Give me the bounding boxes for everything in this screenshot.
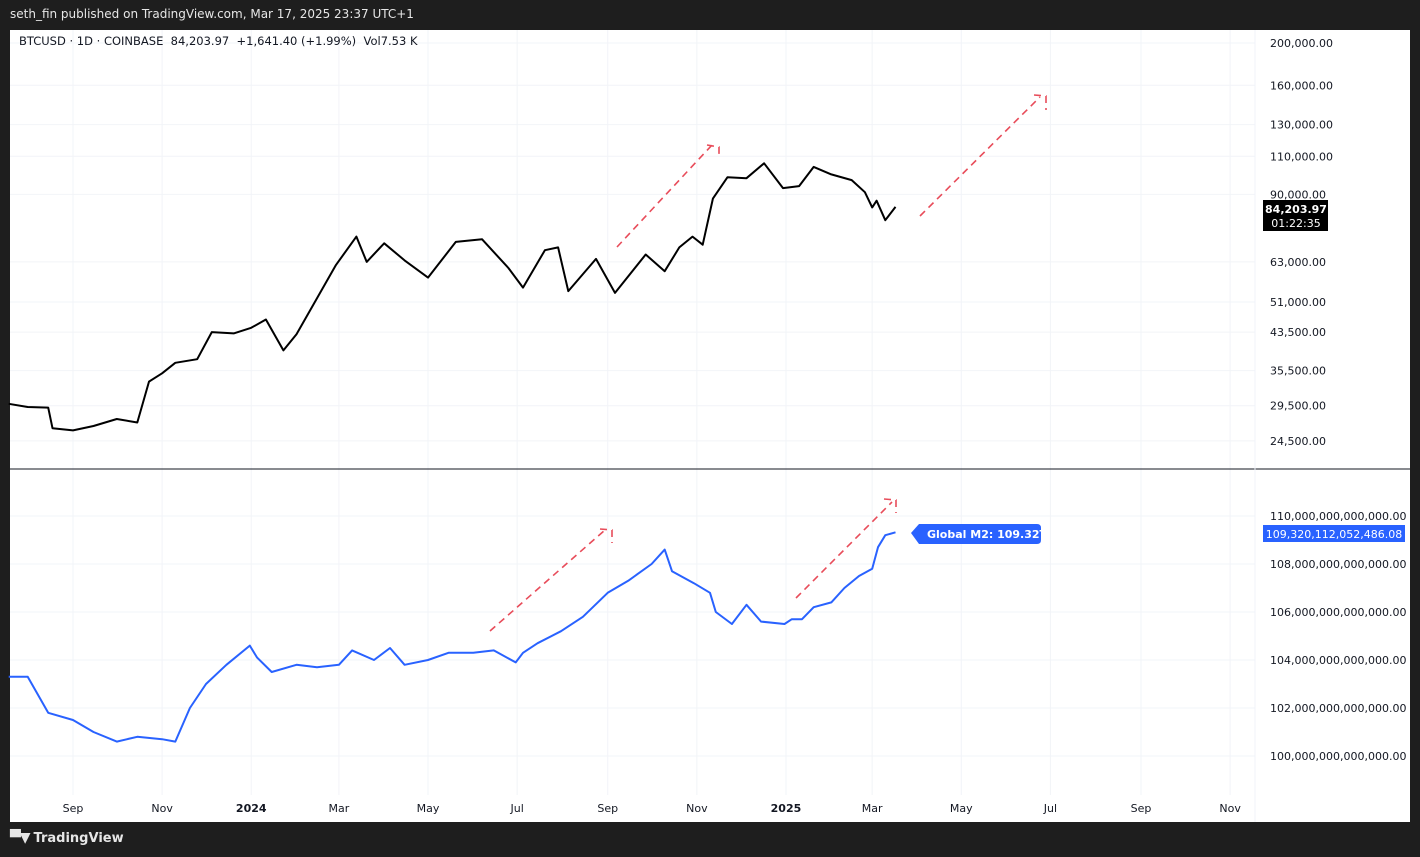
time-tick: Jul [1043, 802, 1057, 815]
m2-value-tick: 110,000,000,000,000.00 [1270, 510, 1406, 523]
m2-trend-arrow-1 [489, 528, 613, 632]
m2-trend-arrow-2 [795, 498, 897, 599]
time-tick: Nov [686, 802, 708, 815]
btc-price-axis: 200,000.00 160,000.00 130,000.00 110,000.00… [1270, 37, 1333, 448]
m2-value-tick: 102,000,000,000,000.00 [1270, 702, 1406, 715]
time-tick: Nov [151, 802, 173, 815]
btc-price-tick: 35,500.00 [1270, 365, 1326, 378]
m2-series-tooltip: Global M2: 109.32T [911, 524, 1048, 544]
btc-price-tick: 63,000.00 [1270, 256, 1326, 269]
chart-frame [10, 30, 1410, 822]
btc-price-tick: 130,000.00 [1270, 119, 1333, 132]
btc-price-tick: 160,000.00 [1270, 79, 1333, 92]
m2-value-tick: 104,000,000,000,000.00 [1270, 654, 1406, 667]
time-tick: Jul [510, 802, 524, 815]
symbol-legend[interactable]: BTCUSD · 1D · COINBASE 84,203.97 +1,641.… [19, 34, 418, 48]
tradingview-logo-icon: ▀▼ [10, 830, 31, 846]
m2-last-value-label: 109,320,112,052,486.08 [1266, 528, 1402, 541]
btc-last-price-badge: 84,203.97 01:22:35 [1263, 200, 1328, 231]
bar-countdown-label: 01:22:35 [1271, 217, 1320, 230]
btc-price-tick: 110,000.00 [1270, 150, 1333, 163]
btc-price-tick: 29,500.00 [1270, 400, 1326, 413]
time-tick: Sep [1131, 802, 1152, 815]
time-tick: Sep [597, 802, 618, 815]
time-tick: 2025 [771, 802, 802, 815]
m2-value-tick: 100,000,000,000,000.00 [1270, 750, 1406, 763]
time-axis: Sep Nov 2024 Mar May Jul Sep Nov 2025 Mar May Jul Se… [63, 802, 1242, 815]
btc-price-line[interactable] [8, 162, 897, 432]
btc-projection-arrow-1 [616, 144, 720, 248]
grid [10, 30, 1255, 795]
time-tick: Mar [862, 802, 883, 815]
btc-price-tick: 200,000.00 [1270, 37, 1333, 50]
publish-info: seth_fin published on TradingView.com, M… [10, 7, 414, 21]
time-tick: Sep [63, 802, 84, 815]
time-tick: 2024 [236, 802, 267, 815]
m2-last-value-badge: 109,320,112,052,486.08 [1263, 525, 1405, 542]
m2-price-axis: 110,000,000,000,000.00 108,000,000,000,00… [1270, 510, 1406, 763]
btc-projection-arrow-2 [919, 94, 1047, 217]
m2-value-tick: 108,000,000,000,000.00 [1270, 558, 1406, 571]
time-tick: May [417, 802, 440, 815]
btc-pane [8, 162, 897, 432]
trend-annotations [489, 94, 1047, 632]
last-price-label: 84,203.97 [1265, 203, 1327, 216]
time-tick: Mar [329, 802, 350, 815]
time-tick: Nov [1219, 802, 1241, 815]
legend-price: 84,203.97 [170, 34, 230, 48]
btc-price-tick: 24,500.00 [1270, 435, 1326, 448]
btc-price-tick: 51,000.00 [1270, 296, 1326, 309]
btc-price-tick: 43,500.00 [1270, 326, 1326, 339]
btc-price-tick: 90,000.00 [1270, 188, 1326, 201]
m2-pane [8, 531, 896, 743]
legend-volume: Vol7.53 K [363, 34, 418, 48]
time-tick: May [950, 802, 973, 815]
m2-value-tick: 106,000,000,000,000.00 [1270, 606, 1406, 619]
tradingview-logo[interactable]: ▀▼ TradingView [10, 830, 124, 846]
tradingview-brand: TradingView [33, 830, 124, 846]
global-m2-line[interactable] [8, 531, 896, 743]
m2-tooltip-label: Global M2: 109.32T [927, 528, 1048, 541]
legend-change: +1,641.40 (+1.99%) [236, 34, 357, 48]
legend-symbol: BTCUSD · 1D · COINBASE [19, 34, 164, 48]
